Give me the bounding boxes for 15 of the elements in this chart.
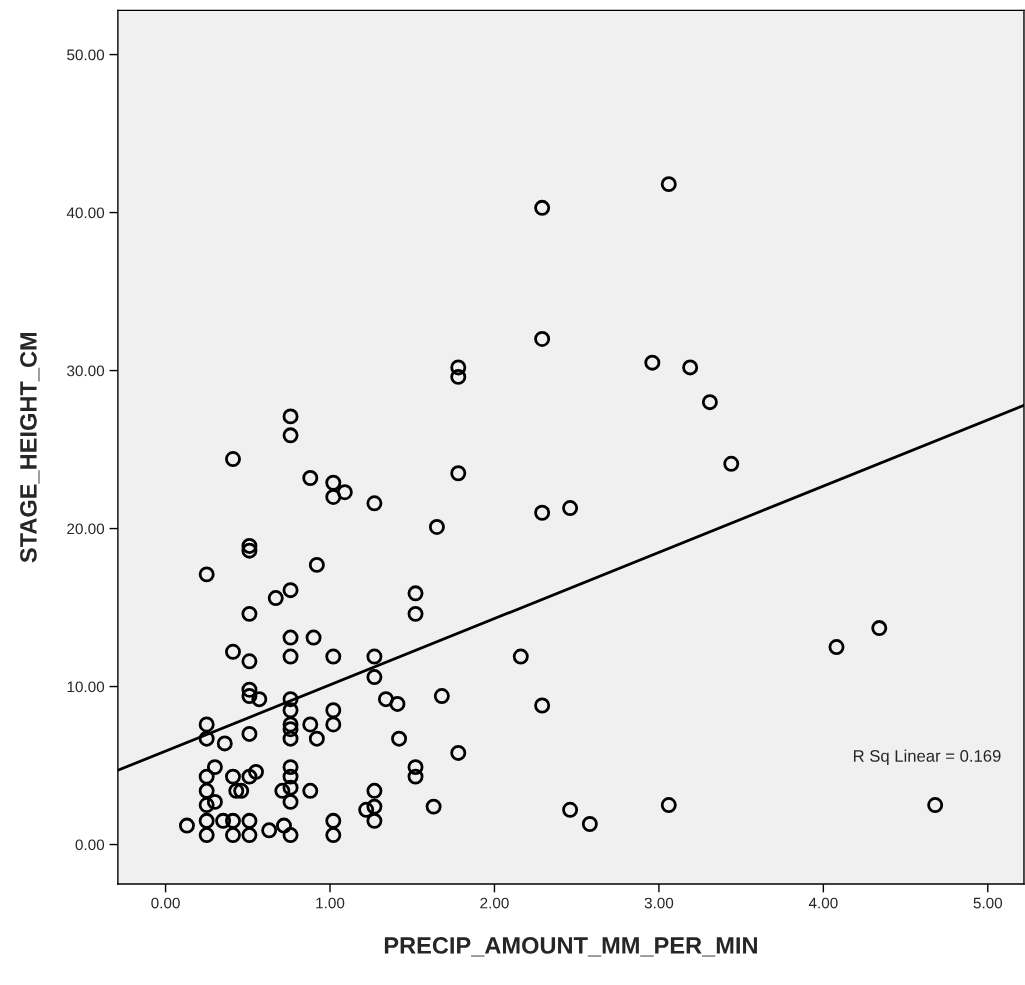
y-tick-label: 30.00 <box>67 365 105 377</box>
x-tick-label: 3.00 <box>644 897 674 909</box>
x-axis-title: PRECIP_AMOUNT_MM_PER_MIN <box>384 937 757 957</box>
x-tick-label: 2.00 <box>480 897 509 909</box>
y-tick-label: 50.00 <box>67 49 105 61</box>
x-tick-label: 5.00 <box>973 897 1003 909</box>
y-axis-title: STAGE_HEIGHT_CM <box>20 332 40 563</box>
x-tick-label: 4.00 <box>808 897 838 909</box>
annotation: R Sq Linear = 0.169 <box>853 749 1001 766</box>
x-tick-label: 0.00 <box>151 897 180 909</box>
y-tick-label: 20.00 <box>67 523 105 535</box>
y-tick-label: 0.00 <box>75 839 105 851</box>
y-tick-label: 40.00 <box>66 207 105 219</box>
x-tick-label: 1.00 <box>316 897 345 909</box>
y-tick-label: 10.00 <box>67 681 105 693</box>
